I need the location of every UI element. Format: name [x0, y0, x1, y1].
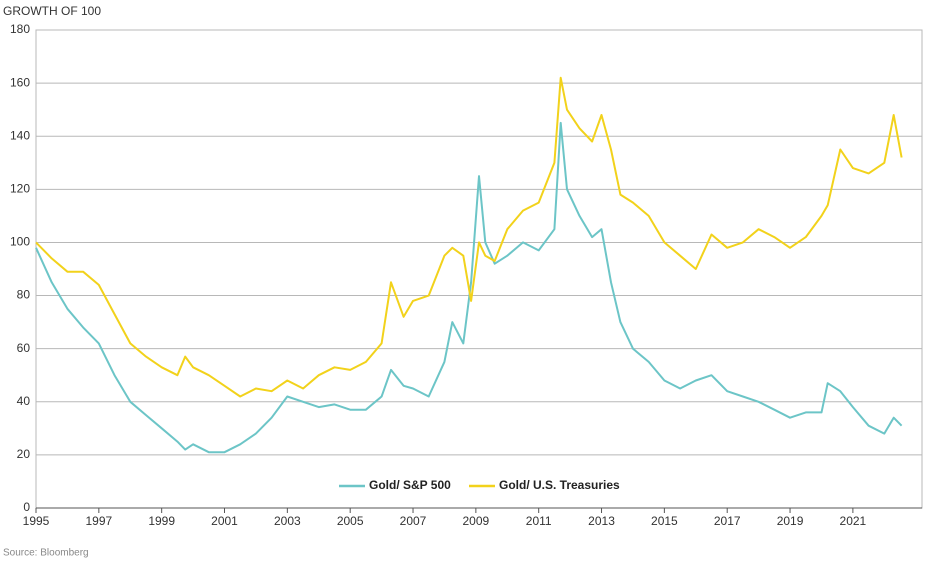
data-line [35, 121, 903, 454]
y-tick-label: 0 [23, 500, 30, 514]
y-tick-label: 80 [17, 288, 31, 302]
x-tick-label: 2011 [526, 514, 552, 528]
legend-label: Gold/ U.S. Treasuries [499, 478, 620, 492]
source-note: Source: Bloomberg [3, 548, 89, 559]
data-line [35, 76, 903, 398]
plot-frame [35, 29, 923, 509]
y-tick-label: 120 [10, 182, 30, 196]
x-tick-label: 2021 [840, 514, 867, 528]
y-tick-label: 180 [10, 22, 30, 36]
x-tick-label: 2003 [274, 514, 301, 528]
legend-label: Gold/ S&P 500 [369, 478, 451, 492]
x-tick-label: 1995 [23, 514, 50, 528]
y-tick-label: 140 [10, 128, 30, 142]
x-tick-label: 2013 [588, 514, 615, 528]
chart-title: GROWTH OF 100 [3, 4, 101, 18]
y-tick-label: 40 [17, 394, 31, 408]
x-tick-label: 2015 [651, 514, 678, 528]
x-tick-label: 1999 [148, 514, 175, 528]
x-tick-label: 1997 [85, 514, 112, 528]
y-tick-label: 100 [10, 235, 30, 249]
y-tick-label: 160 [10, 75, 30, 89]
x-tick-label: 2001 [211, 514, 238, 528]
y-tick-label: 60 [17, 341, 31, 355]
x-tick-label: 2007 [400, 514, 427, 528]
x-tick-label: 2019 [777, 514, 804, 528]
y-tick-label: 20 [17, 447, 31, 461]
x-tick-label: 2017 [714, 514, 741, 528]
x-tick-label: 2009 [463, 514, 490, 528]
x-tick-label: 2005 [337, 514, 364, 528]
